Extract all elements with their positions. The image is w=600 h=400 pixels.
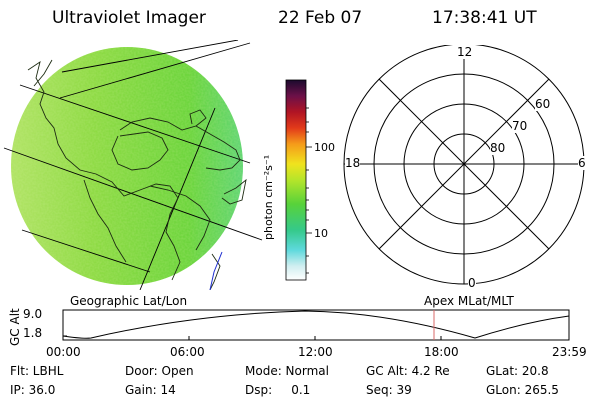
colorbar xyxy=(285,79,312,281)
colorbar-unit-label: photon cm⁻²s⁻¹ xyxy=(262,154,275,240)
status-glon: GLon: 265.5 xyxy=(486,383,559,397)
gc-alt-tick-max: 9.0 xyxy=(23,307,43,321)
status-seq: Seq: 39 xyxy=(366,383,412,397)
mlat-label-70: 70 xyxy=(512,119,528,133)
colorbar-tick-10: 10 xyxy=(314,227,328,240)
time-tick-2359: 23:59 xyxy=(552,345,587,359)
colorbar-tick-100: 100 xyxy=(314,141,335,154)
mlat-label-60: 60 xyxy=(535,97,551,111)
gc-alt-orbit-plot xyxy=(62,309,570,341)
status-glat: GLat: 20.8 xyxy=(486,364,549,378)
terminator-line xyxy=(209,251,223,290)
mlt-label-noon: 12 xyxy=(457,45,473,59)
date-label: 22 Feb 07 xyxy=(278,8,363,28)
coastlines xyxy=(27,59,247,290)
geographic-coords-label: Geographic Lat/Lon xyxy=(70,294,188,308)
time-tick-0000: 00:00 xyxy=(46,345,81,359)
gc-alt-axis-label: GC Alt xyxy=(8,308,22,346)
earth-uv-image xyxy=(3,40,263,290)
time-tick-0600: 06:00 xyxy=(170,345,205,359)
status-gain: Gain: 14 xyxy=(125,383,176,397)
apex-coords-label: Apex MLat/MLT xyxy=(424,294,514,308)
status-dsp: Dsp: 0.1 xyxy=(245,383,311,397)
time-label: 17:38:41 UT xyxy=(432,8,537,28)
status-mode: Mode: Normal xyxy=(245,364,329,378)
time-tick-1800: 18:00 xyxy=(424,345,459,359)
mlt-label-dusk: 18 xyxy=(345,156,361,170)
gc-alt-tick-min: 1.8 xyxy=(23,326,43,340)
time-tick-1200: 12:00 xyxy=(298,345,333,359)
geo-grid xyxy=(3,40,263,290)
status-ip: IP: 36.0 xyxy=(10,383,56,397)
mlt-label-midnight: 0 xyxy=(468,276,476,290)
status-filter: Flt: LBHL xyxy=(10,364,64,378)
status-door: Door: Open xyxy=(125,364,194,378)
mlt-label-dawn: 6 xyxy=(578,156,586,170)
status-gc-alt: GC Alt: 4.2 Re xyxy=(366,364,450,378)
instrument-title: Ultraviolet Imager xyxy=(52,8,206,28)
polar-mlt-plot xyxy=(343,45,585,285)
mlat-label-80: 80 xyxy=(490,141,506,155)
